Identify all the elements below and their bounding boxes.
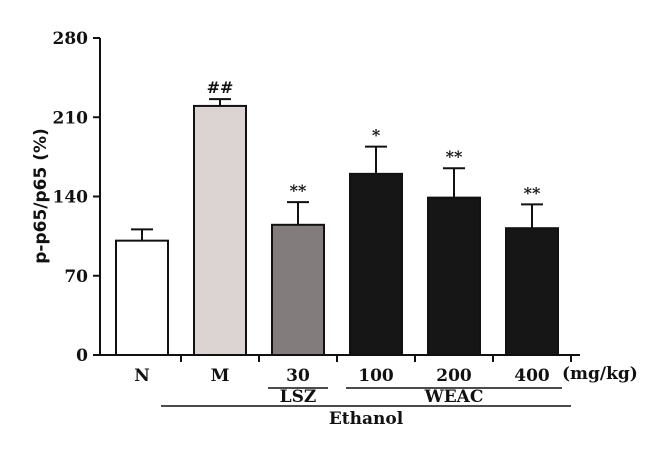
y-axis-label: p-p65/p65 (%) [31, 128, 51, 264]
category-label: N [134, 366, 150, 386]
significance-label: ## [207, 78, 234, 97]
axes: 0 70 140 210 280 [53, 29, 580, 407]
significance-label: * [372, 126, 381, 145]
y-tick-label: 280 [53, 29, 89, 49]
bar [505, 227, 559, 356]
category-label: 30 [286, 366, 310, 386]
category-label: M [211, 366, 230, 386]
category-label: 400 [514, 366, 550, 386]
significance-label: ** [524, 183, 541, 202]
category-label: 100 [358, 366, 394, 386]
bar [193, 104, 247, 356]
significance-label: ** [446, 147, 463, 166]
bar [115, 239, 169, 356]
y-tick-label: 0 [76, 346, 88, 366]
y-tick-label: 70 [64, 267, 88, 287]
bar [271, 223, 325, 356]
y-tick-label: 210 [53, 108, 89, 128]
bar [349, 172, 403, 356]
group-label: Ethanol [329, 409, 404, 429]
significance-label: ** [290, 181, 307, 200]
group-label: LSZ [280, 387, 317, 407]
category-label: 200 [436, 366, 472, 386]
group-label: WEAC [424, 387, 484, 407]
bar [427, 196, 481, 356]
bars [115, 98, 559, 356]
unit-label: (mg/kg) [562, 364, 638, 384]
y-tick-label: 140 [53, 188, 89, 208]
labels: N ## M ** 30 * 100 ** 200 ** 400 LSZ WEAC Ethanol [134, 78, 550, 429]
